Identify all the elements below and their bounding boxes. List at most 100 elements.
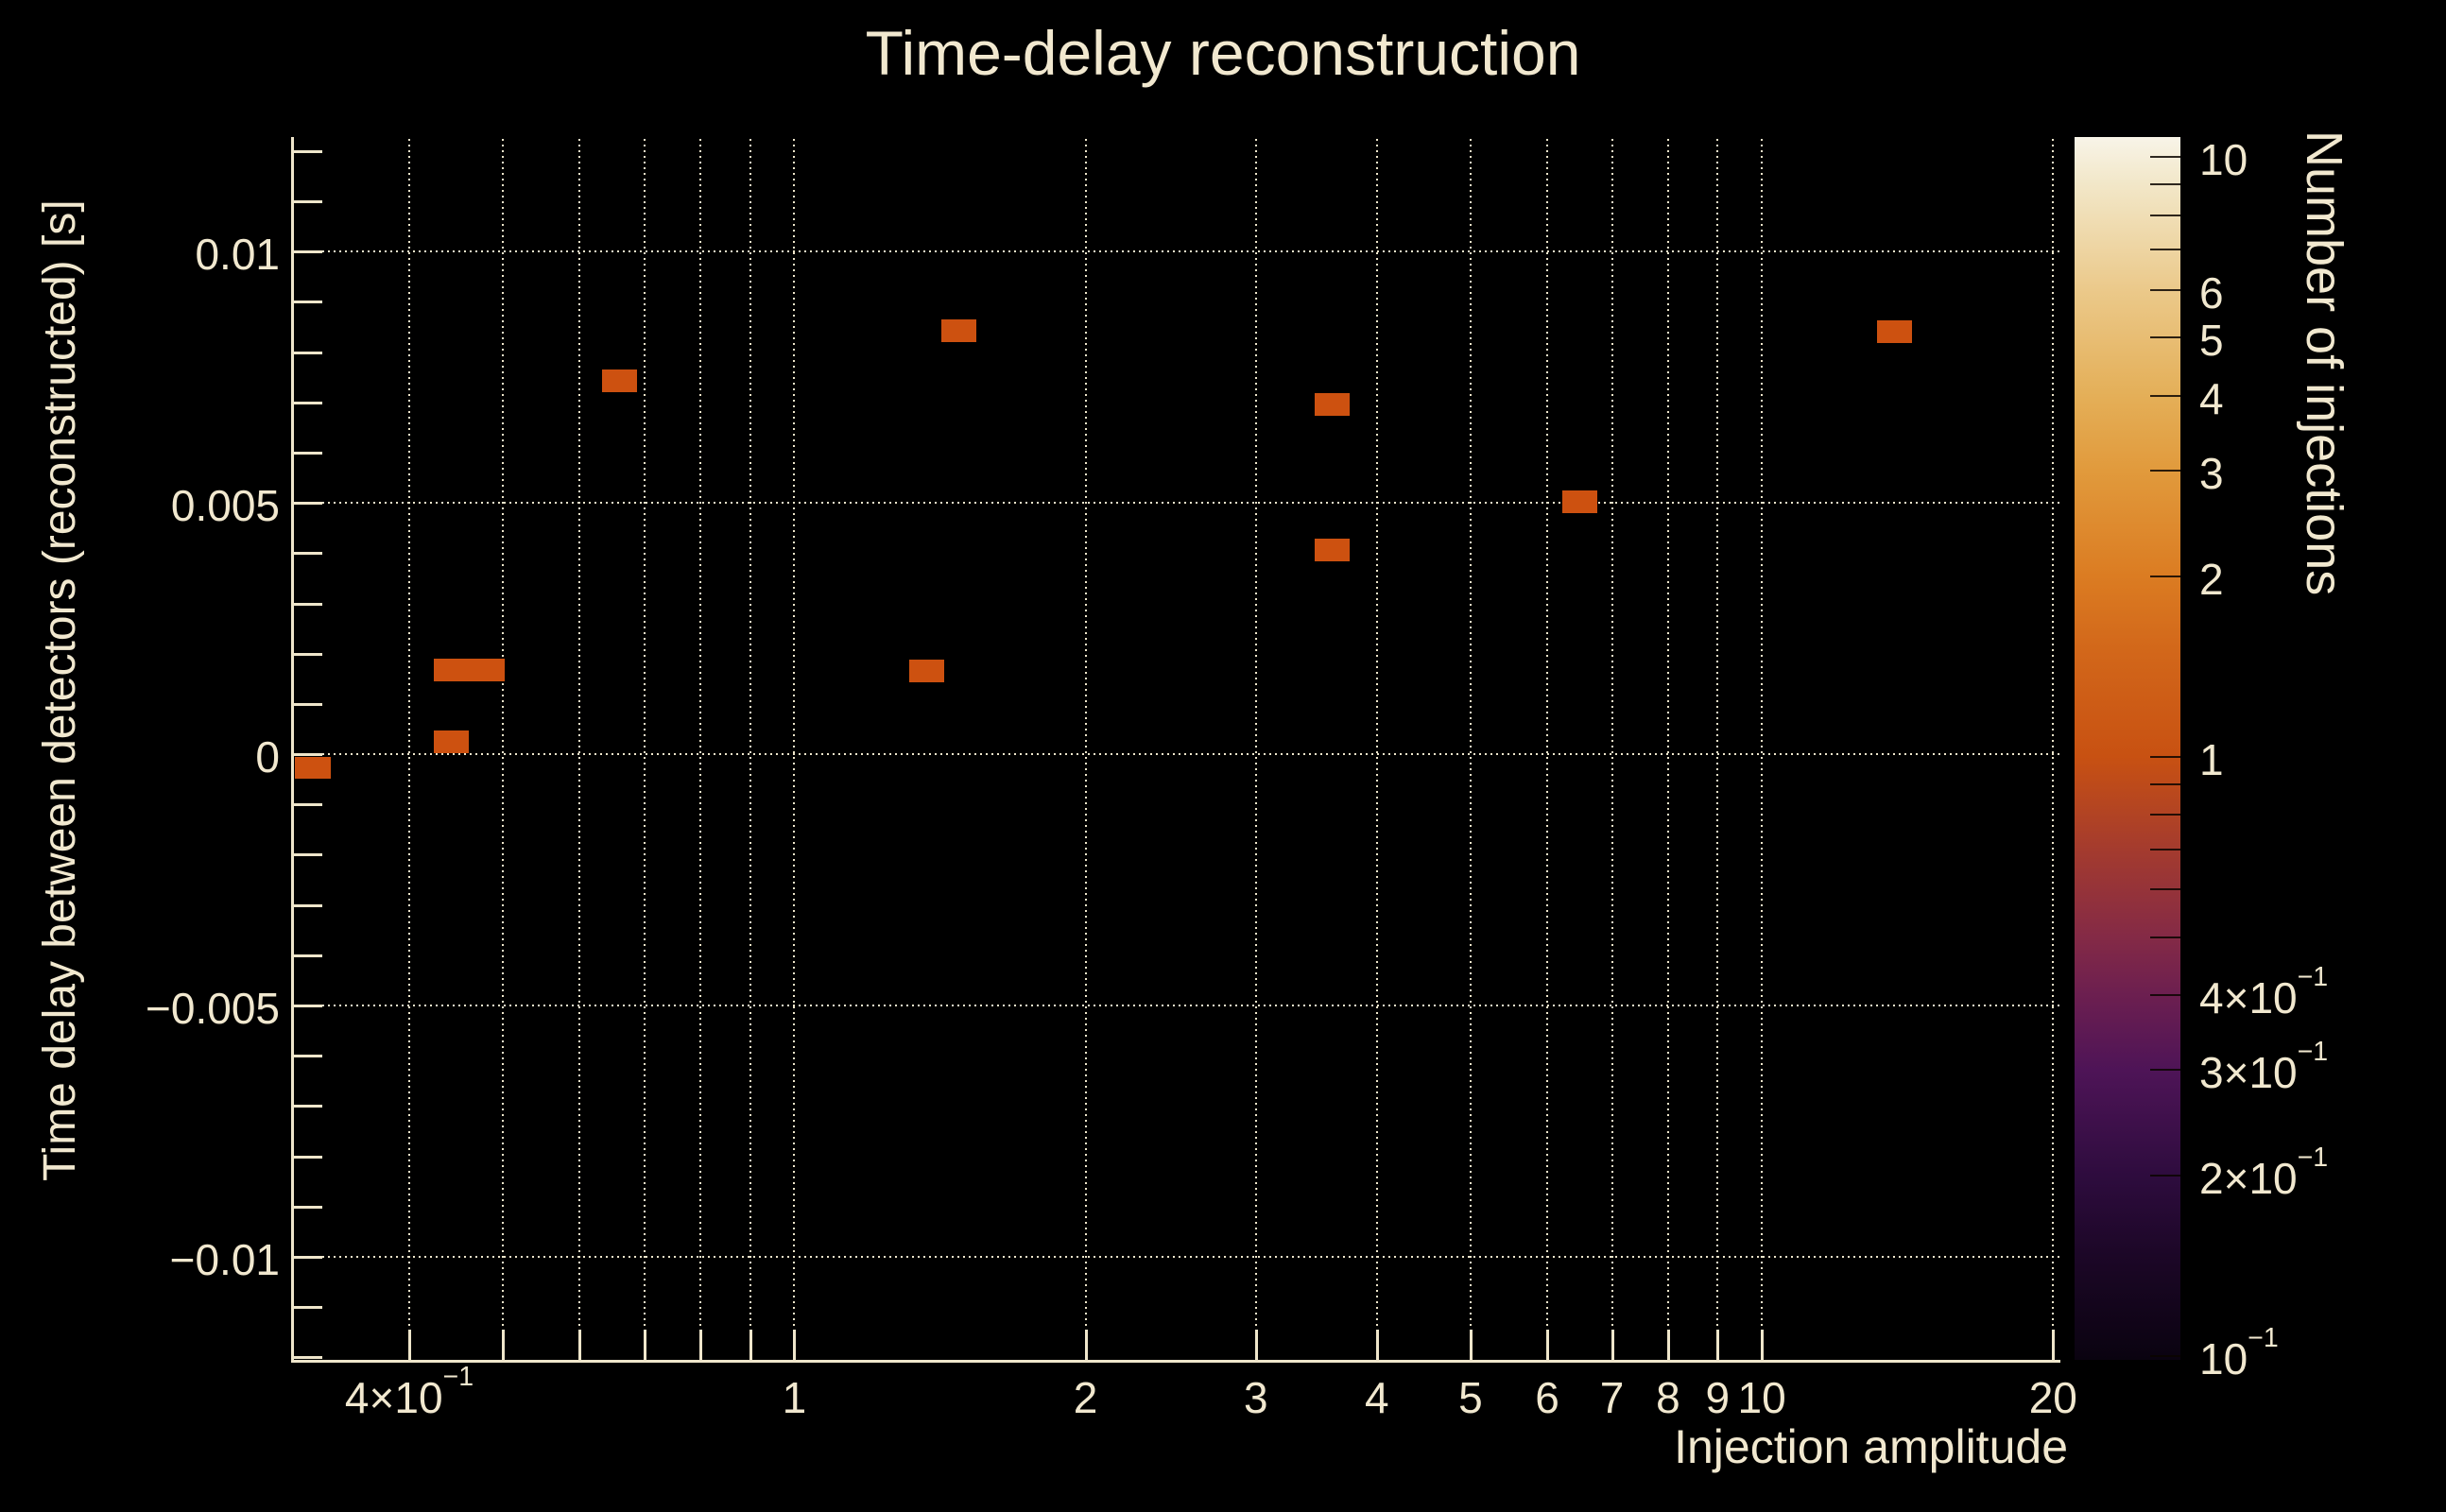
y-tick-label: 0.005 — [170, 481, 280, 531]
colorbar-tick-label: 2×10−1 — [2199, 1142, 2329, 1204]
colorbar-tick-mark — [2150, 848, 2180, 850]
chart-title: Time-delay reconstruction — [865, 18, 1581, 88]
x-tick-mark — [1254, 1330, 1258, 1360]
colorbar-tick-mark — [2150, 1355, 2180, 1358]
exponent: −1 — [2297, 961, 2329, 992]
x-tick-mark — [1469, 1330, 1473, 1360]
x-gridline — [1546, 137, 1548, 1360]
x-tick-mark — [1084, 1330, 1088, 1360]
y-minor-tick-mark — [294, 1105, 322, 1108]
exponent: −1 — [2297, 1037, 2329, 1068]
x-tick-mark — [578, 1330, 582, 1360]
colorbar-tick-mark — [2150, 214, 2180, 216]
y-gridline — [294, 753, 2060, 756]
colorbar-tick-mark — [2150, 1175, 2180, 1177]
x-tick-label: 7 — [1599, 1373, 1625, 1422]
histogram-bin — [1876, 320, 1912, 344]
y-tick-mark — [294, 1005, 322, 1008]
y-minor-tick-mark — [294, 954, 322, 957]
x-tick-label: 20 — [2028, 1373, 2077, 1422]
histogram-bin — [433, 730, 469, 754]
colorbar-tick-label: 3 — [2199, 448, 2224, 498]
x-tick-label: 1 — [782, 1373, 807, 1422]
y-gridline — [294, 250, 2060, 253]
plot-area — [294, 137, 2060, 1360]
colorbar-tick-mark — [2150, 288, 2180, 291]
exponent: −1 — [2248, 1322, 2279, 1353]
y-minor-tick-mark — [294, 702, 322, 706]
y-minor-tick-mark — [294, 1356, 322, 1360]
x-tick-label: 9 — [1705, 1373, 1731, 1422]
colorbar-tick-label: 6 — [2199, 267, 2224, 318]
x-tick-label: 5 — [1458, 1373, 1483, 1422]
y-minor-tick-mark — [294, 853, 322, 857]
y-minor-tick-mark — [294, 351, 322, 354]
x-gridline — [578, 137, 581, 1360]
y-tick-label: 0 — [255, 732, 280, 782]
x-tick-mark — [1666, 1330, 1670, 1360]
colorbar-tick-label: 4 — [2199, 373, 2224, 423]
colorbar-tick-mark — [2150, 249, 2180, 251]
x-tick-label: 6 — [1535, 1373, 1559, 1422]
colorbar-tick-label: 10−1 — [2199, 1322, 2279, 1384]
x-gridline — [749, 137, 751, 1360]
colorbar-tick-mark — [2150, 575, 2180, 577]
x-gridline — [1666, 137, 1669, 1360]
y-minor-tick-mark — [294, 1155, 322, 1159]
colorbar-tick-mark — [2150, 1069, 2180, 1072]
y-minor-tick-mark — [294, 301, 322, 304]
colorbar-tick-mark — [2150, 814, 2180, 816]
y-tick-label: −0.005 — [146, 984, 280, 1034]
x-tick-mark — [2052, 1330, 2056, 1360]
y-axis-line — [291, 137, 294, 1363]
x-axis-line — [291, 1360, 2060, 1363]
y-minor-tick-mark — [294, 200, 322, 204]
colorbar-title: Number of injections — [2296, 130, 2352, 596]
y-tick-mark — [294, 753, 322, 757]
histogram-bin — [602, 369, 638, 392]
y-tick-mark — [294, 502, 322, 506]
x-axis-title: Injection amplitude — [1674, 1420, 2068, 1473]
x-tick-label: 10 — [1737, 1373, 1786, 1422]
y-minor-tick-mark — [294, 149, 322, 153]
x-gridline — [643, 137, 646, 1360]
y-minor-tick-mark — [294, 452, 322, 455]
y-minor-tick-mark — [294, 903, 322, 907]
x-tick-mark — [1546, 1330, 1549, 1360]
x-gridline — [1084, 137, 1087, 1360]
x-tick-mark — [502, 1330, 506, 1360]
y-minor-tick-mark — [294, 552, 322, 556]
y-minor-tick-mark — [294, 803, 322, 807]
x-gridline — [1469, 137, 1472, 1360]
y-minor-tick-mark — [294, 652, 322, 656]
x-gridline — [1716, 137, 1719, 1360]
x-gridline — [1375, 137, 1378, 1360]
y-minor-tick-mark — [294, 1055, 322, 1058]
histogram-bin — [1315, 392, 1351, 416]
x-tick-mark — [1611, 1330, 1614, 1360]
y-tick-label: −0.01 — [169, 1234, 280, 1284]
x-gridline — [1611, 137, 1613, 1360]
y-minor-tick-mark — [294, 401, 322, 404]
x-tick-label: 2 — [1073, 1373, 1098, 1422]
x-gridline — [1761, 137, 1764, 1360]
colorbar-tick-mark — [2150, 156, 2180, 159]
x-tick-label: 4 — [1364, 1373, 1389, 1422]
x-tick-mark — [1716, 1330, 1720, 1360]
x-tick-mark — [699, 1330, 703, 1360]
x-tick-label: 8 — [1656, 1373, 1680, 1422]
colorbar-tick-label: 1 — [2199, 734, 2224, 784]
exponent: −1 — [2297, 1142, 2329, 1173]
x-gridline — [502, 137, 505, 1360]
colorbar-tick-mark — [2150, 936, 2180, 938]
histogram-bin — [1315, 539, 1351, 562]
histogram-bin — [433, 659, 469, 682]
x-gridline — [793, 137, 796, 1360]
x-tick-mark — [1761, 1330, 1765, 1360]
colorbar-tick-mark — [2150, 994, 2180, 997]
histogram-bin — [469, 659, 505, 682]
y-gridline — [294, 1255, 2060, 1258]
histogram-bin — [941, 319, 977, 343]
colorbar-tick-mark — [2150, 782, 2180, 785]
histogram-bin — [1562, 490, 1598, 514]
